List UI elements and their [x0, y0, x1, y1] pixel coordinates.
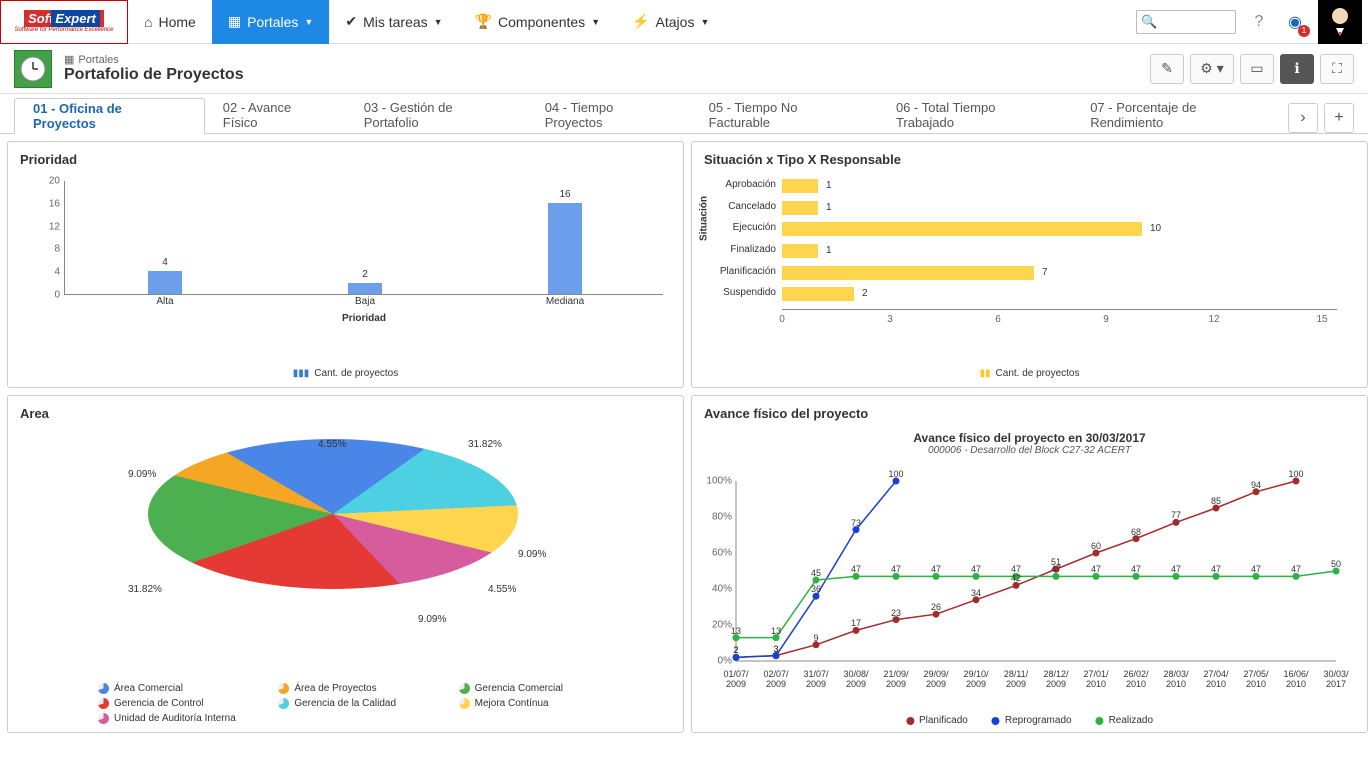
bar: 2 [348, 283, 382, 294]
legend-item: Área Comercial [98, 683, 262, 694]
pie-label: 9.09% [418, 614, 446, 625]
edit-button[interactable]: ✎ [1150, 54, 1184, 84]
caret-down-icon: ▼ [700, 17, 709, 27]
bar [782, 287, 854, 301]
nav-atajos[interactable]: ⚡ Atajos ▼ [616, 0, 725, 44]
legend-item: Gerencia de Control [98, 698, 262, 709]
panel-avance: Avance físico del proyecto Avance físico… [691, 395, 1368, 733]
tab-3[interactable]: 04 - Tiempo Proyectos [527, 97, 691, 133]
panel-title: Avance físico del proyecto [692, 396, 1367, 425]
pie-label: 9.09% [128, 469, 156, 480]
top-nav: SoftExpert Software for Performance Exce… [0, 0, 1368, 44]
chart-title: Avance físico del proyecto en 30/03/2017 [692, 431, 1367, 445]
tabs: 01 - Oficina de Proyectos02 - Avance Fís… [0, 94, 1368, 134]
trophy-icon: 🏆 [475, 13, 492, 30]
bar [782, 201, 818, 215]
pie-chart [148, 439, 518, 609]
tab-6[interactable]: 07 - Porcentaje de Rendimiento [1072, 97, 1288, 133]
nav-portales-label: Portales [247, 14, 298, 30]
bar-icon: ▮▮▮ [293, 368, 310, 379]
info-button[interactable]: ℹ [1280, 54, 1314, 84]
legend-item: Área de Proyectos [278, 683, 442, 694]
notification-badge: 1 [1298, 25, 1310, 37]
nav-componentes-label: Componentes [498, 14, 585, 30]
nav-home[interactable]: ⌂ Home [128, 0, 212, 44]
tab-4[interactable]: 05 - Tiempo No Facturable [691, 97, 878, 133]
bolt-icon: ⚡ [632, 13, 649, 30]
panel-situacion: Situación x Tipo X Responsable Situación… [691, 141, 1368, 388]
legend-label: Cant. de proyectos [314, 368, 398, 379]
clock-icon [14, 50, 52, 88]
tab-5[interactable]: 06 - Total Tiempo Trabajado [878, 97, 1072, 133]
tabs-next-button[interactable]: › [1288, 103, 1318, 133]
nav-home-label: Home [158, 14, 195, 30]
avatar[interactable] [1318, 0, 1362, 44]
caret-down-icon: ▼ [591, 17, 600, 27]
pie-label: 4.55% [318, 439, 346, 450]
pie-label: 4.55% [488, 584, 516, 595]
pie-label: 9.09% [518, 549, 546, 560]
pie-label: 31.82% [468, 439, 502, 450]
present-button[interactable]: ▭ [1240, 54, 1274, 84]
legend-label: Cant. de proyectos [996, 368, 1080, 379]
panel-prioridad: Prioridad 048121620 Prioridad 4Alta2Baja… [7, 141, 684, 388]
caret-down-icon: ▼ [434, 17, 443, 27]
legend-item: Gerencia de la Calidad [278, 698, 442, 709]
panel-title: Situación x Tipo X Responsable [692, 142, 1367, 171]
chart-subtitle: 000006 - Desarrollo del Block C27-32 ACE… [692, 445, 1367, 456]
settings-button[interactable]: ⚙ ▾ [1190, 54, 1234, 84]
panel-title: Prioridad [8, 142, 683, 171]
bar: 4 [148, 271, 182, 294]
search-input[interactable]: 🔍 [1136, 10, 1236, 34]
check-icon: ✔ [345, 13, 357, 30]
legend-item: Realizado [1096, 715, 1153, 726]
title-bar: ▦Portales Portafolio de Proyectos ✎ ⚙ ▾ … [0, 44, 1368, 94]
caret-down-icon: ▼ [304, 17, 313, 27]
axis-label: Situación [699, 196, 710, 241]
chart-legend: ▮▮▮ Cant. de proyectos [293, 368, 398, 379]
compass-icon[interactable]: ◉ 1 [1282, 9, 1308, 35]
bar: 16 [548, 203, 582, 294]
nav-componentes[interactable]: 🏆 Componentes ▼ [459, 0, 617, 44]
nav-atajos-label: Atajos [656, 14, 695, 30]
bar [782, 244, 818, 258]
tab-0[interactable]: 01 - Oficina de Proyectos [14, 98, 205, 134]
breadcrumb: Portales [78, 54, 118, 66]
panel-area: Area 4.55% 31.82% 9.09% 31.82% 9.09% 4.55% 9.0… [7, 395, 684, 733]
legend-item: Planificado [906, 715, 968, 726]
chart-legend: Planificado Reprogramado Realizado [906, 715, 1153, 726]
chart-legend: Área Comercial Área de Proyectos Gerencia … [98, 683, 623, 724]
bar [782, 222, 1142, 236]
logo[interactable]: SoftExpert Software for Performance Exce… [0, 0, 128, 44]
bar [782, 179, 818, 193]
nav-tareas[interactable]: ✔ Mis tareas ▼ [329, 0, 458, 44]
axis-label: Prioridad [342, 313, 386, 324]
page-title: Portafolio de Proyectos [64, 66, 244, 84]
legend-item: Mejora Contínua [459, 698, 623, 709]
grid-icon: ▦ [228, 13, 241, 30]
nav-portales[interactable]: ▦ Portales ▼ [212, 0, 330, 44]
home-icon: ⌂ [144, 14, 152, 30]
tab-1[interactable]: 02 - Avance Físico [205, 97, 346, 133]
legend-item: Reprogramado [992, 715, 1072, 726]
legend-item: Unidad de Auditoría Interna [98, 713, 262, 724]
bar-icon: ▮▮ [980, 368, 991, 379]
fullscreen-button[interactable]: ⛶ [1320, 54, 1354, 84]
nav-tareas-label: Mis tareas [363, 14, 428, 30]
tab-2[interactable]: 03 - Gestión de Portafolio [346, 97, 527, 133]
tabs-add-button[interactable]: + [1324, 103, 1354, 133]
chart-legend: ▮▮ Cant. de proyectos [980, 368, 1080, 379]
portal-icon: ▦ [64, 53, 74, 66]
panel-title: Area [8, 396, 683, 425]
pie-label: 31.82% [128, 584, 162, 595]
help-icon[interactable]: ? [1246, 9, 1272, 35]
legend-item: Gerencia Comercial [459, 683, 623, 694]
search-icon: 🔍 [1141, 14, 1157, 30]
bar [782, 266, 1034, 280]
